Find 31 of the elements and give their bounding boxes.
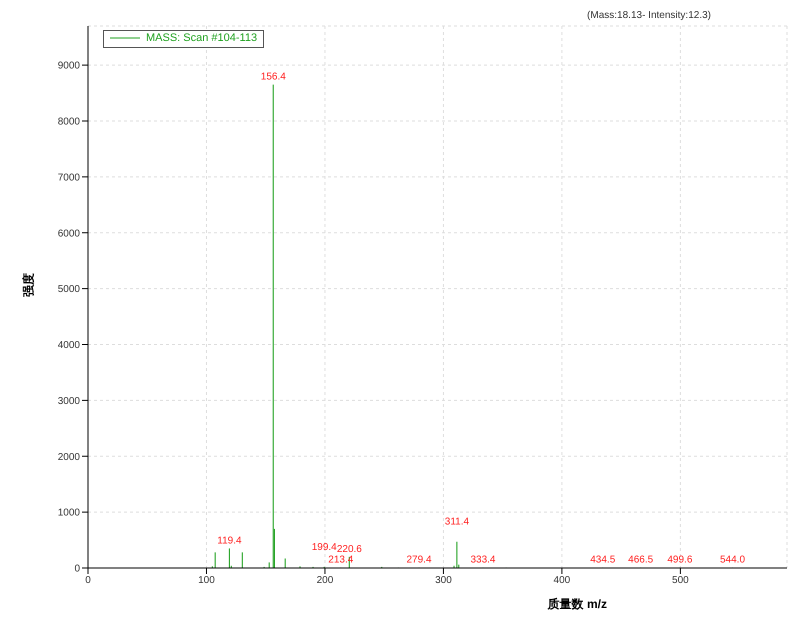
annotation: 279.4 xyxy=(406,554,432,566)
x-tick-label: 0 xyxy=(85,575,92,586)
annotation: 434.5 xyxy=(590,554,616,566)
y-tick-label: 5000 xyxy=(58,284,80,296)
text: (Mass:18.13- Intensity:12.3) xyxy=(587,10,711,21)
x-tick-label: 400 xyxy=(554,575,571,586)
y-tick-label: 2000 xyxy=(58,452,80,463)
annotation: 119.4 xyxy=(217,535,242,546)
x-axis-title: 质量数 m/z xyxy=(546,597,607,611)
annotation: 499.6 xyxy=(667,554,693,566)
x-tick-label: 300 xyxy=(435,575,452,586)
x-tick-label: 200 xyxy=(316,575,334,586)
y-tick-label: 4000 xyxy=(58,340,80,352)
annotation: 311.4 xyxy=(444,516,470,528)
y-tick-label: 9000 xyxy=(58,60,80,72)
y-tick-label: 3000 xyxy=(58,396,80,407)
x-tick-label: 500 xyxy=(672,575,690,586)
annotation: 199.4 xyxy=(312,542,338,553)
x-tick-label: 100 xyxy=(198,575,216,586)
annotation: 544.0 xyxy=(720,554,746,566)
y-tick-label: 1000 xyxy=(58,508,80,519)
annotation: 466.5 xyxy=(628,554,654,566)
legend-label: MASS: Scan #104-113 xyxy=(146,31,258,45)
y-tick-label: 8000 xyxy=(58,116,80,128)
y-tick-label: 0 xyxy=(74,564,80,575)
annotation: 156.4 xyxy=(260,72,286,83)
annotation: 220.6 xyxy=(336,544,362,555)
y-tick-label: 7000 xyxy=(58,172,80,184)
annotation: 333.4 xyxy=(470,554,496,566)
y-axis-title: 强度 xyxy=(21,273,36,297)
y-tick-label: 6000 xyxy=(58,228,80,240)
